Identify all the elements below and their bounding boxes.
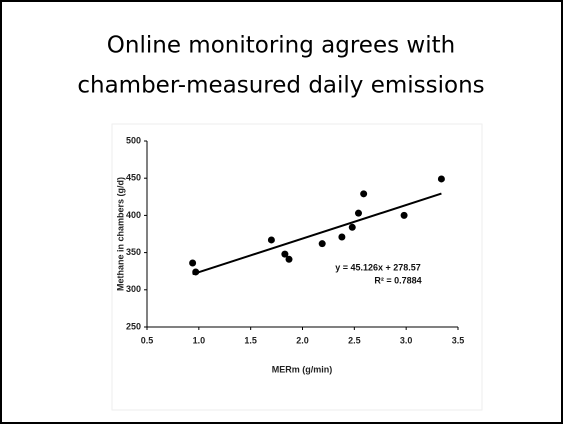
y-tick-label: 350 [126, 247, 141, 257]
r-squared: R² = 0.7884 [374, 275, 421, 285]
point [400, 211, 408, 219]
title-line: chamber-measured daily emissions [77, 73, 484, 99]
x-tick-label: 3.0 [400, 335, 413, 345]
y-tick-label: 500 [126, 135, 141, 145]
x-tick-label: 1.0 [193, 335, 206, 345]
x-tick-label: 0.5 [141, 335, 154, 345]
x-tick-label: 2.0 [296, 335, 309, 345]
y-axis-label: Methane in chambers (g/d) [115, 177, 125, 291]
x-axis-label: MERm (g/min) [272, 364, 333, 374]
point [192, 268, 200, 276]
y-tick-label: 250 [126, 321, 141, 331]
point [285, 255, 293, 263]
point [189, 259, 197, 267]
x-tick-label: 3.5 [452, 335, 465, 345]
point [348, 223, 356, 231]
point [360, 190, 368, 198]
trend-equation: y = 45.126x + 278.57 [335, 262, 421, 272]
point [354, 209, 362, 217]
point [437, 175, 445, 183]
point [338, 233, 346, 241]
title-line: Online monitoring agrees with [107, 33, 455, 59]
trendline [192, 192, 442, 276]
y-tick-label: 400 [126, 210, 141, 220]
x-tick-label: 1.5 [244, 335, 257, 345]
y-tick-label: 300 [126, 284, 141, 294]
x-tick-label: 2.5 [348, 335, 361, 345]
chart-area [111, 123, 483, 411]
point [281, 250, 289, 258]
point [267, 236, 275, 244]
point [318, 240, 326, 248]
y-tick-label: 450 [126, 173, 141, 183]
